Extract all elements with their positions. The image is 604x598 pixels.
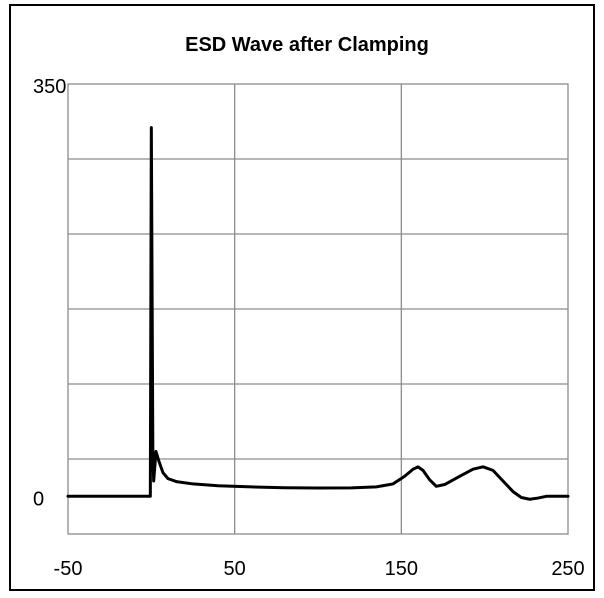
plot-area: [67, 83, 569, 535]
y-axis-tick-labels: 350 0: [33, 76, 66, 510]
series-layer: [66, 126, 570, 501]
y-tick-label: 350: [33, 76, 66, 98]
chart-frame: [9, 4, 595, 591]
chart-title: ESD Wave after Clamping: [185, 34, 429, 56]
x-tick-label: 150: [385, 558, 418, 580]
series-line: [66, 126, 570, 501]
x-axis-tick-labels: -50 50 150 250: [54, 558, 585, 580]
x-tick-label: 50: [224, 558, 246, 580]
y-tick-label: 0: [33, 488, 44, 510]
x-tick-label: -50: [54, 558, 83, 580]
x-tick-label: 250: [551, 558, 584, 580]
